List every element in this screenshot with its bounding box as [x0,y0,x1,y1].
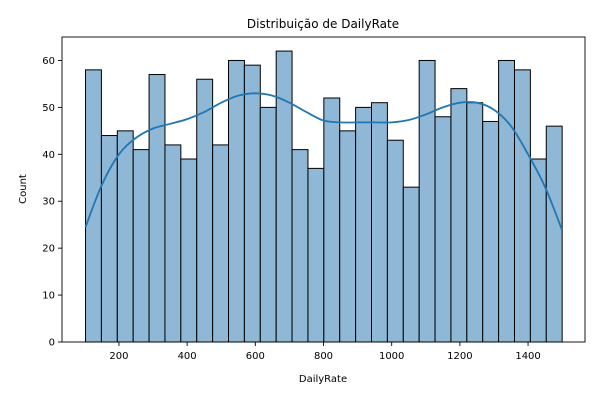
histogram-bar [291,149,309,343]
histogram-bar [466,102,484,343]
y-tick-label: 40 [42,150,55,161]
histogram-bar [243,64,261,343]
histogram-bar [307,167,325,343]
histogram-bar [212,144,230,343]
histogram-bar [386,139,404,343]
histogram-bar [450,88,468,343]
histogram-bar [148,74,166,343]
kde-line [84,92,563,230]
histogram-bar [513,69,531,343]
histogram-bar [323,97,341,343]
histogram-bar [482,120,500,343]
y-axis: 0 10 20 30 40 50 60 [42,56,62,349]
x-tick-label: 1200 [447,351,472,362]
histogram-bar [434,116,452,343]
histogram-bar [545,125,563,343]
histogram-bar [402,186,420,343]
x-tick-label: 800 [314,351,333,362]
x-tick-label: 1400 [515,351,540,362]
histogram-bar [196,78,214,343]
chart-title: Distribuição de DailyRate [247,17,399,31]
x-tick-label: 200 [109,351,128,362]
y-tick-label: 50 [42,103,55,114]
histogram-bar [498,59,515,343]
y-axis-label: Count [18,174,29,204]
histogram-bar [164,144,182,343]
y-tick-label: 60 [42,56,55,67]
histogram-bar [418,59,436,343]
histogram-bar [180,158,198,343]
x-tick-label: 400 [178,351,197,362]
y-tick-label: 0 [49,338,55,349]
x-axis: 200 400 600 800 1000 1200 1400 [109,342,541,362]
histogram-bar [259,106,277,343]
histogram-bar [339,130,357,343]
x-tick-label: 600 [246,351,265,362]
bars-group [85,50,563,343]
y-tick-label: 30 [42,197,55,208]
histogram-bar [132,149,150,343]
histogram-bar [355,106,373,343]
histogram-bar [228,59,245,343]
histogram-bar [116,130,134,343]
histogram-bar [371,102,388,343]
y-tick-label: 10 [42,291,55,302]
x-tick-label: 1000 [379,351,404,362]
y-tick-label: 20 [42,244,55,255]
x-axis-label: DailyRate [299,374,347,385]
histogram-bar [275,50,293,343]
histogram-bar [100,135,118,343]
